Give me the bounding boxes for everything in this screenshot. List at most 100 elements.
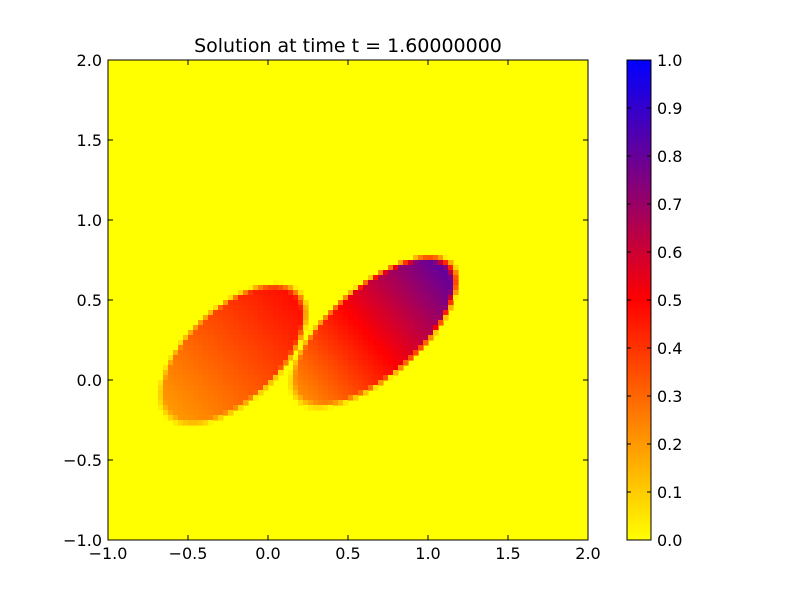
heatmap-cell [248, 375, 254, 381]
heatmap-cell [243, 385, 249, 391]
heatmap-cell [333, 380, 339, 386]
heatmap-cell [163, 370, 169, 376]
heatmap-cell [423, 275, 429, 281]
heatmap-cell [343, 395, 349, 401]
heatmap-cell [448, 270, 454, 276]
heatmap-cell [383, 365, 389, 371]
heatmap-cell [198, 345, 204, 351]
heatmap-cell [178, 345, 184, 351]
heatmap-cell [288, 285, 294, 291]
heatmap-cell [293, 360, 299, 366]
heatmap-cell [268, 375, 274, 381]
heatmap-cell [418, 330, 424, 336]
heatmap-cell [408, 280, 414, 286]
heatmap-cell [413, 295, 419, 301]
heatmap-cell [263, 350, 269, 356]
heatmap-cell [258, 360, 264, 366]
heatmap-cell [203, 385, 209, 391]
heatmap-cell [248, 380, 254, 386]
heatmap-cell [193, 350, 199, 356]
heatmap-cell [353, 395, 359, 401]
y-tick-label: −1.0 [63, 531, 102, 550]
heatmap-cell [183, 335, 189, 341]
heatmap-cell [228, 300, 234, 306]
heatmap-cell [163, 395, 169, 401]
heatmap-cell [268, 370, 274, 376]
heatmap-cell [378, 310, 384, 316]
heatmap-cell [408, 300, 414, 306]
heatmap-cell [248, 345, 254, 351]
heatmap-cell [383, 285, 389, 291]
heatmap-cell [193, 385, 199, 391]
heatmap-cell [363, 330, 369, 336]
heatmap-cell [238, 405, 244, 411]
heatmap-cell [438, 315, 444, 321]
heatmap-cell [223, 320, 229, 326]
heatmap-cell [408, 260, 414, 266]
heatmap-cell [373, 360, 379, 366]
heatmap-cell [368, 340, 374, 346]
heatmap-cell [338, 315, 344, 321]
heatmap-cell [253, 395, 259, 401]
heatmap-cell [303, 380, 309, 386]
heatmap-cell [238, 320, 244, 326]
heatmap-cell [423, 280, 429, 286]
heatmap-cell [253, 375, 259, 381]
heatmap-cell [353, 310, 359, 316]
heatmap-cell [168, 415, 174, 421]
heatmap-cell [413, 305, 419, 311]
heatmap-cell [263, 315, 269, 321]
heatmap-cell [223, 310, 229, 316]
heatmap-cell [333, 365, 339, 371]
heatmap-cell [268, 380, 274, 386]
heatmap-cell [363, 335, 369, 341]
heatmap-cell [293, 290, 299, 296]
heatmap-cell [263, 375, 269, 381]
heatmap-cell [413, 325, 419, 331]
heatmap-cell [433, 305, 439, 311]
heatmap-cell [413, 260, 419, 266]
heatmap-cell [358, 355, 364, 361]
heatmap-cell [183, 420, 189, 426]
heatmap-cell [218, 310, 224, 316]
heatmap-cell [263, 340, 269, 346]
heatmap-cell [223, 350, 229, 356]
heatmap-cell [268, 330, 274, 336]
heatmap-cell [258, 305, 264, 311]
heatmap-cell [223, 300, 229, 306]
heatmap-cell [343, 345, 349, 351]
heatmap-cell [313, 330, 319, 336]
heatmap-cell [228, 405, 234, 411]
heatmap-cell [233, 305, 239, 311]
heatmap-cell [278, 330, 284, 336]
heatmap-cell [293, 390, 299, 396]
heatmap-cell [238, 340, 244, 346]
heatmap-cell [173, 360, 179, 366]
heatmap-cell [178, 390, 184, 396]
heatmap-cell [373, 320, 379, 326]
heatmap-cell [183, 385, 189, 391]
heatmap-cell [208, 385, 214, 391]
heatmap-cell [393, 335, 399, 341]
heatmap-cell [343, 375, 349, 381]
heatmap-cell [278, 305, 284, 311]
heatmap-cell [193, 335, 199, 341]
heatmap-cell [203, 395, 209, 401]
heatmap-cell [413, 300, 419, 306]
heatmap-cell [383, 335, 389, 341]
heatmap-cell [233, 315, 239, 321]
heatmap-cell [368, 345, 374, 351]
heatmap-cell [308, 335, 314, 341]
heatmap-cell [253, 380, 259, 386]
heatmap-cell [303, 320, 309, 326]
heatmap-cell [453, 285, 459, 291]
heatmap-cell [168, 410, 174, 416]
heatmap-cell [228, 305, 234, 311]
heatmap-cell [173, 390, 179, 396]
heatmap-cell [428, 310, 434, 316]
heatmap-cell [378, 350, 384, 356]
heatmap-cell [258, 320, 264, 326]
heatmap-cell [203, 365, 209, 371]
heatmap-cell [203, 380, 209, 386]
heatmap-cell [413, 340, 419, 346]
